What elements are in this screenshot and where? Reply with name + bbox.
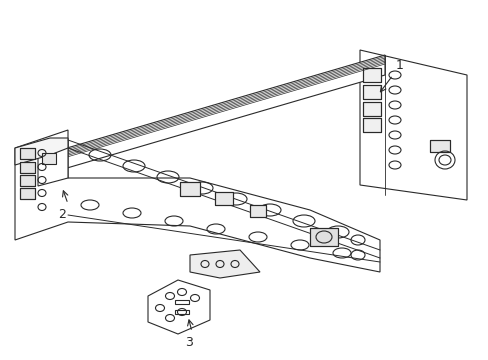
Text: 1: 1 — [395, 59, 403, 72]
Bar — [249, 205, 265, 217]
Bar — [215, 192, 232, 205]
Polygon shape — [15, 138, 68, 165]
Text: 2: 2 — [58, 208, 66, 221]
Bar — [42, 153, 56, 164]
Bar — [362, 118, 380, 132]
Bar — [362, 68, 380, 82]
Bar — [362, 85, 380, 99]
Bar — [20, 175, 35, 186]
Bar — [362, 85, 380, 99]
Bar — [362, 118, 380, 132]
Polygon shape — [15, 130, 379, 272]
Bar — [429, 140, 449, 152]
Bar — [180, 182, 200, 196]
Bar — [20, 148, 35, 159]
Bar — [249, 205, 265, 217]
Bar — [20, 188, 35, 199]
Polygon shape — [38, 140, 68, 186]
Bar — [175, 300, 189, 304]
Bar — [20, 175, 35, 186]
Bar — [362, 102, 380, 116]
Bar — [309, 228, 337, 246]
Polygon shape — [50, 55, 384, 173]
Bar — [20, 162, 35, 173]
Bar — [20, 162, 35, 173]
Bar — [429, 140, 449, 152]
Text: 3: 3 — [184, 336, 193, 349]
Bar — [309, 228, 337, 246]
Polygon shape — [359, 50, 466, 200]
Bar — [215, 192, 232, 205]
Polygon shape — [190, 250, 260, 278]
Polygon shape — [148, 280, 209, 334]
Bar — [362, 102, 380, 116]
Bar — [20, 148, 35, 159]
Bar — [362, 68, 380, 82]
Bar — [180, 182, 200, 196]
Bar — [20, 188, 35, 199]
Bar — [175, 310, 189, 314]
